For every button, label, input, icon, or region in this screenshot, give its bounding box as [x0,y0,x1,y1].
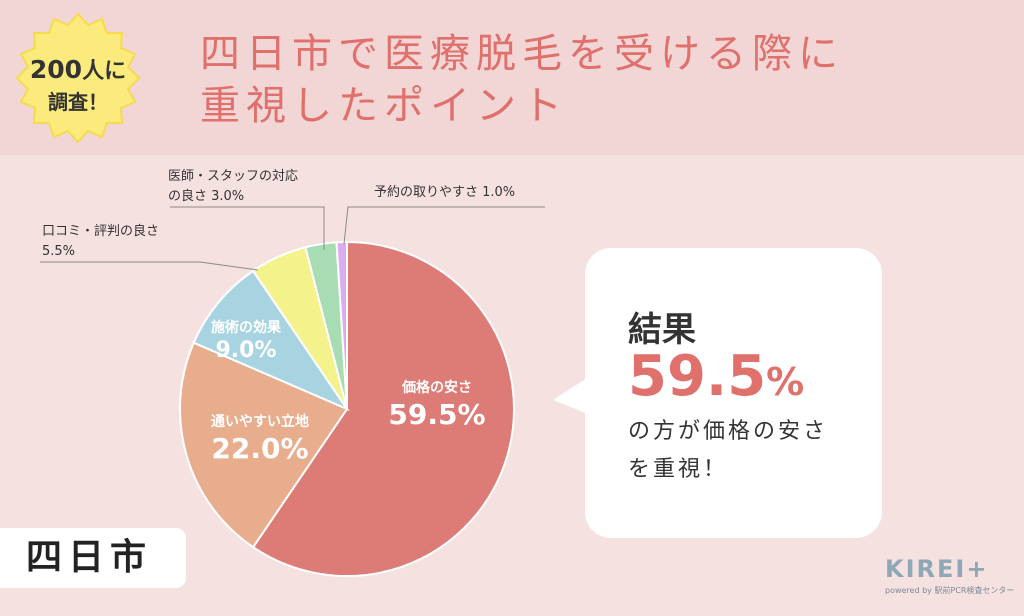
title-line-1: 四日市で医療脱毛を受ける際に [200,31,844,77]
speech-bubble-tail [553,374,593,416]
badge-number: 200 [29,55,83,84]
pie-slices [179,240,515,577]
result-percent-sign: % [766,360,805,404]
callout-staff-line1: 医師・スタッフの対応 [168,169,299,184]
result-text-line2: を重視！ [628,457,729,482]
result-percent: 59.5% [628,345,804,414]
city-label: 四日市 [26,537,153,578]
result-text: の方が価格の安さ を重視！ [628,413,858,489]
brand-logo: KIREI+ powered by 駅前PCR検査センター [885,555,1015,605]
badge-suffix: 人に [82,59,127,84]
slice-label-price-value: 59.5% [388,398,486,431]
header-band [0,0,1024,155]
title-line-2: 重視したポイント [200,83,568,129]
callout-review-line2: 5.5% [42,244,76,259]
slice-label-price: 価格の安さ 59.5% [382,378,492,432]
leader-staff [170,206,325,250]
callout-staff-line2: の良さ 3.0% [168,189,245,204]
slice-label-price-name: 価格の安さ [402,380,472,396]
slice-label-location: 通いやすい立地 22.0% [190,412,330,466]
slice-label-effect-name: 施術の効果 [211,320,281,336]
pie-slice-effect [192,269,350,412]
slice-label-location-value: 22.0% [211,432,309,465]
callout-leaders [40,206,545,271]
callout-reservation: 予約の取りやすさ 1.0% [374,185,516,200]
leader-review [40,261,259,271]
callout-staff: 医師・スタッフの対応 の良さ 3.0% [168,167,298,207]
slice-label-effect-value: 9.0% [215,338,277,363]
badge-survey: 調査！ [48,90,108,114]
callout-review: 口コミ・評判の良さ 5.5% [42,222,159,262]
leader-reservation [343,206,545,245]
slice-label-location-name: 通いやすい立地 [211,414,309,430]
result-box [585,248,882,538]
slice-label-effect: 施術の効果 9.0% [198,318,294,364]
result-percent-number: 59.5 [628,344,767,409]
survey-badge: 200人に 調査！ [8,8,148,148]
logo-sub: powered by 駅前PCR検査センター [885,586,1015,595]
callout-review-line1: 口コミ・評判の良さ [42,224,160,239]
pie-slice-location [179,341,349,549]
badge-count: 200人に [8,53,148,85]
badge-burst-shape [15,12,141,144]
page-title: 四日市で医療脱毛を受ける際に 重視したポイント [200,28,844,132]
logo-name: KIREI+ [885,555,989,583]
result-text-line1: の方が価格の安さ [628,419,829,444]
city-box [0,528,186,588]
pie-slice-reservation [335,240,348,410]
pie-slice-price [251,240,515,577]
result-heading: 結果 [628,310,696,350]
